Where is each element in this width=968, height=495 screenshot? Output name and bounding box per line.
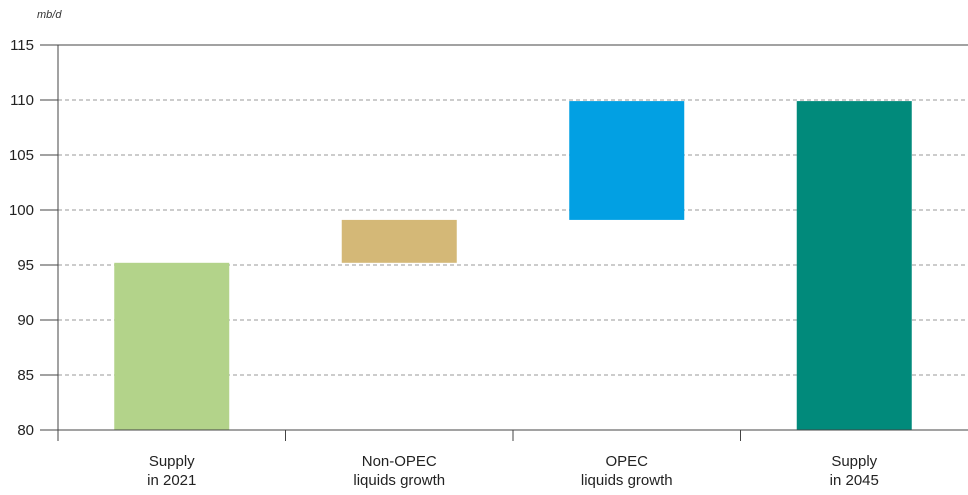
y-tick-label-90: 90	[17, 312, 34, 329]
y-tick-label-115: 115	[10, 37, 34, 54]
category-label-2: OPEC liquids growth	[581, 453, 673, 489]
y-axis-unit-label: mb/d	[37, 9, 62, 21]
bar-0	[114, 262, 230, 430]
bar-2	[569, 101, 685, 220]
category-label-3: Supply in 2045	[830, 453, 879, 489]
bar-3	[796, 101, 912, 430]
y-tick-label-110: 110	[10, 92, 34, 109]
y-tick-label-100: 100	[9, 202, 34, 219]
axes	[40, 44, 968, 441]
y-tick-labels: 80 85 90 95 100 105 110 115	[9, 37, 34, 439]
x-category-labels: Supply in 2021 Non-OPEC liquids growth OPEC l…	[147, 453, 879, 489]
y-tick-label-105: 105	[9, 147, 34, 164]
y-tick-label-80: 80	[17, 422, 34, 439]
category-label-0: Supply in 2021	[147, 453, 196, 489]
category-label-1: Non-OPEC liquids growth	[353, 453, 445, 489]
y-tick-label-85: 85	[17, 367, 34, 384]
bars	[114, 101, 912, 430]
y-tick-label-95: 95	[17, 257, 34, 274]
bar-1	[341, 219, 457, 263]
